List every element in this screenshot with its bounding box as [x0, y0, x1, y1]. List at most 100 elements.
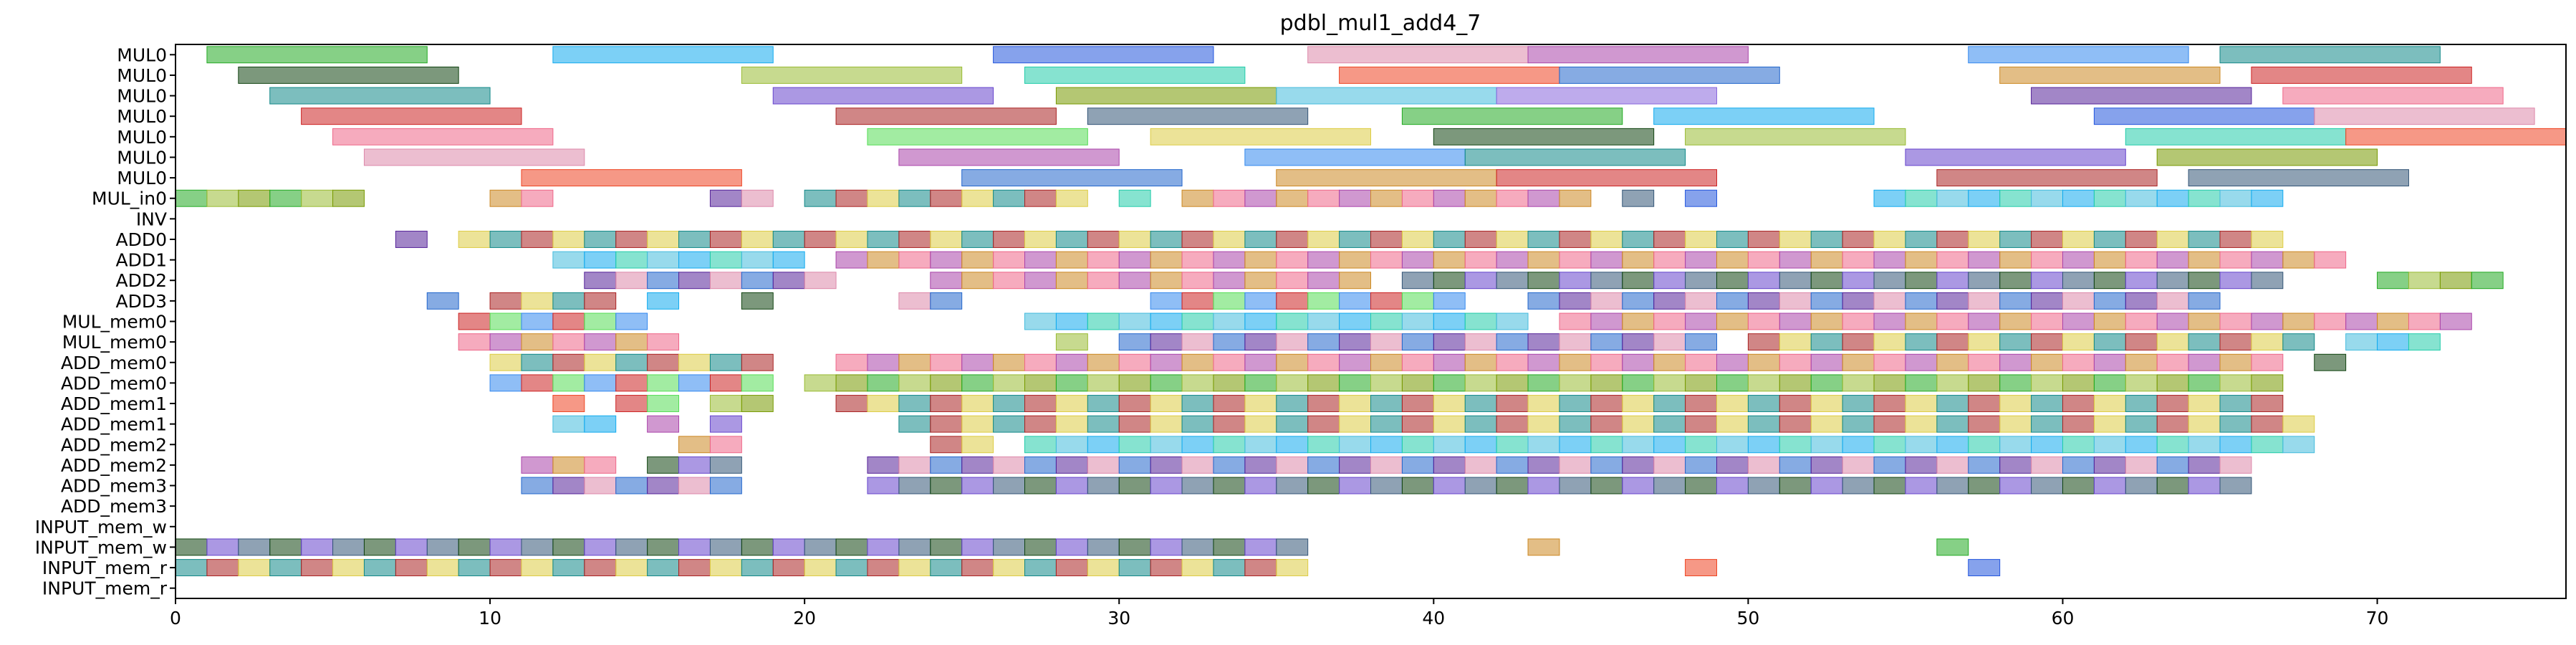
task-bar	[2219, 231, 2252, 248]
task-bar	[1370, 456, 1403, 474]
task-bar	[1873, 353, 1906, 371]
task-bar	[1150, 231, 1183, 248]
x-tick-label: 70	[2366, 608, 2389, 629]
task-bar	[1276, 312, 1309, 330]
task-bar	[238, 189, 271, 207]
task-bar	[1716, 312, 1749, 330]
task-bar	[2156, 251, 2189, 269]
task-bar	[2188, 189, 2221, 207]
task-bar	[1968, 395, 2001, 412]
task-bar	[2188, 456, 2221, 474]
task-bar	[1433, 415, 1466, 433]
task-bar	[1905, 395, 1938, 412]
task-bar	[1464, 251, 1497, 269]
task-bar	[1276, 231, 1309, 248]
task-bar	[1181, 312, 1214, 330]
task-bar	[993, 251, 1026, 269]
y-tick-label: MUL0	[117, 44, 167, 65]
task-bar	[1024, 456, 1057, 474]
task-bar	[1401, 312, 1434, 330]
task-bar	[1590, 415, 1623, 433]
task-bar	[1118, 272, 1151, 290]
task-bar	[521, 538, 554, 556]
task-bar	[2031, 189, 2063, 207]
task-bar	[1779, 333, 1812, 351]
task-bar	[1181, 456, 1214, 474]
task-bar	[1496, 395, 1529, 412]
task-bar	[1999, 436, 2032, 454]
task-bar	[647, 456, 680, 474]
task-bar	[709, 395, 742, 412]
task-bar	[1905, 292, 1938, 310]
task-bar	[647, 415, 680, 433]
task-bar	[2125, 456, 2158, 474]
task-bar	[521, 169, 742, 187]
task-bar	[332, 128, 554, 145]
task-bar	[2251, 436, 2284, 454]
x-tick-label: 40	[1422, 608, 1445, 629]
task-bar	[1936, 333, 1969, 351]
task-bar	[898, 353, 931, 371]
task-bar	[2188, 395, 2221, 412]
y-tick-label: ADD2	[115, 270, 167, 291]
task-bar	[1339, 477, 1372, 494]
task-bar	[804, 272, 837, 290]
task-bar	[1087, 272, 1120, 290]
task-bar	[867, 189, 900, 207]
task-bar	[2345, 312, 2378, 330]
task-bar	[2062, 353, 2095, 371]
task-bar	[1842, 436, 1875, 454]
y-tick-label: ADD_mem3	[61, 496, 167, 517]
task-bar	[1464, 189, 1497, 207]
task-bar	[1339, 333, 1372, 351]
task-bar	[867, 251, 900, 269]
task-bar	[741, 272, 774, 290]
task-bar	[1590, 436, 1623, 454]
y-tick-label: ADD_mem2	[61, 455, 167, 476]
task-bar	[1653, 231, 1686, 248]
task-bar	[1842, 374, 1875, 392]
task-bar	[2439, 312, 2472, 330]
task-bar	[898, 395, 931, 412]
task-bar	[552, 292, 585, 310]
task-bar	[1559, 353, 1592, 371]
task-bar	[1370, 189, 1403, 207]
task-bar	[1464, 374, 1497, 392]
task-bar	[898, 189, 931, 207]
task-bar	[709, 251, 742, 269]
task-bar	[2125, 333, 2158, 351]
task-bar	[1433, 312, 1466, 330]
task-bar	[1150, 559, 1183, 577]
task-bar	[1968, 477, 2001, 494]
task-bar	[930, 292, 963, 310]
task-bar	[2219, 374, 2252, 392]
task-bar	[1181, 374, 1214, 392]
task-bar	[395, 538, 428, 556]
task-bar	[1716, 353, 1749, 371]
task-bar	[1496, 189, 1529, 207]
task-bar	[1716, 477, 1749, 494]
task-bar	[741, 231, 774, 248]
task-bar	[898, 374, 931, 392]
task-bar	[647, 251, 680, 269]
task-bar	[1685, 312, 1717, 330]
task-bar	[1873, 292, 1906, 310]
task-bar	[521, 353, 554, 371]
task-bar	[898, 251, 931, 269]
task-bar	[1213, 353, 1246, 371]
task-bar	[961, 353, 994, 371]
task-bar	[709, 353, 742, 371]
task-bar	[1433, 477, 1466, 494]
task-bar	[1401, 456, 1434, 474]
task-bar	[2125, 436, 2158, 454]
task-bar	[1276, 333, 1309, 351]
task-bar	[1527, 333, 1560, 351]
task-bar	[1213, 477, 1246, 494]
task-bar	[678, 231, 711, 248]
task-bar	[930, 456, 963, 474]
task-bar	[615, 272, 648, 290]
task-bar	[2314, 108, 2535, 125]
task-bar	[2314, 312, 2347, 330]
task-bar	[2219, 189, 2252, 207]
task-bar	[1150, 374, 1183, 392]
